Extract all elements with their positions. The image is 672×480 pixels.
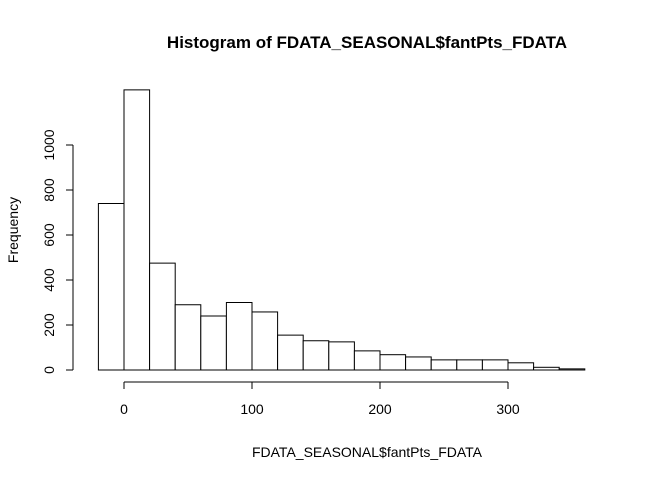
histogram-bar (507, 362, 535, 371)
x-axis-label: FDATA_SEASONAL$fantPts_FDATA (252, 444, 483, 460)
histogram-bar (302, 340, 330, 371)
y-tick-label: 600 (41, 223, 57, 247)
histogram-bar (97, 203, 125, 371)
histogram-bar (277, 334, 304, 371)
y-tick-label: 400 (41, 268, 57, 292)
histogram-bar (456, 359, 483, 371)
histogram-bar (405, 356, 432, 371)
histogram-bar (328, 341, 355, 371)
histogram-bar (379, 354, 407, 371)
y-axis: 0 200 400 600 800 1000 (41, 129, 74, 374)
x-tick-label: 0 (120, 401, 128, 417)
histogram-bar (430, 359, 458, 371)
histogram-bar (174, 304, 202, 371)
x-tick-label: 300 (496, 401, 520, 417)
histogram-bar (225, 302, 253, 371)
x-tick-label: 200 (368, 401, 392, 417)
histogram-bar (481, 359, 509, 371)
y-tick-label: 200 (41, 313, 57, 337)
histogram-bar (149, 262, 176, 371)
y-axis-label: Frequency (5, 197, 21, 263)
histogram-bar (353, 350, 381, 371)
y-tick-label: 1000 (41, 129, 57, 160)
bars-group (97, 89, 586, 371)
x-axis: 0 100 200 300 (120, 381, 520, 417)
histogram-bar (123, 89, 151, 371)
histogram-bar (200, 315, 227, 371)
x-tick-label: 100 (240, 401, 264, 417)
histogram-bar (533, 366, 560, 371)
y-tick-label: 800 (41, 178, 57, 202)
y-tick-label: 0 (41, 366, 57, 374)
chart-title: Histogram of FDATA_SEASONAL$fantPts_FDAT… (167, 33, 567, 52)
histogram-bar (251, 311, 279, 371)
histogram-bar (558, 368, 586, 371)
